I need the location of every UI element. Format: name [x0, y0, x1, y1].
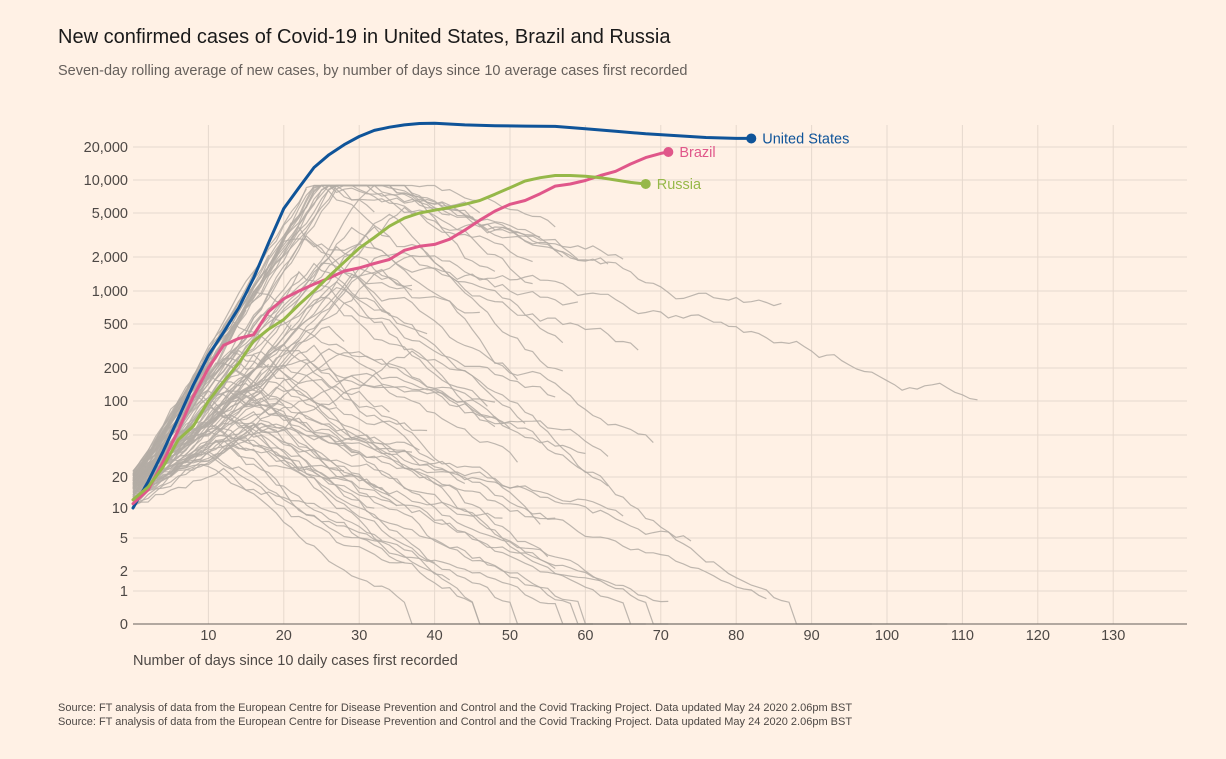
series-endpoint-russia — [640, 178, 651, 189]
series-label-brazil: Brazil — [679, 145, 715, 161]
background-country-line — [132, 424, 503, 519]
y-tick-label: 20 — [112, 470, 128, 486]
background-country-line — [132, 296, 488, 482]
x-tick-label: 110 — [951, 628, 974, 644]
background-country-line — [132, 235, 654, 475]
background-country-line — [132, 391, 262, 503]
x-tick-label: 20 — [276, 628, 292, 644]
x-axis-label: Number of days since 10 daily cases firs… — [133, 653, 458, 669]
background-country-line — [132, 430, 247, 484]
y-tick-label: 100 — [104, 394, 128, 410]
chart-title: New confirmed cases of Covid-19 in Unite… — [58, 26, 671, 48]
y-tick-label: 0 — [120, 617, 128, 633]
background-country-line — [132, 206, 782, 494]
y-tick-label: 20,000 — [84, 140, 128, 156]
y-tick-label: 5 — [120, 531, 128, 547]
x-tick-label: 90 — [804, 628, 820, 644]
y-tick-label: 10,000 — [84, 173, 128, 189]
background-country-line — [132, 184, 367, 486]
x-tick-label: 120 — [1026, 628, 1050, 644]
background-country-line — [132, 251, 639, 481]
highlight-series — [131, 121, 757, 510]
y-tick-label: 1 — [120, 584, 128, 600]
source-note-duplicate: Source: FT analysis of data from the Eur… — [58, 716, 853, 728]
background-country-line — [132, 428, 593, 625]
background-country-line — [132, 254, 579, 493]
grid-lines — [133, 125, 1187, 624]
background-country-line — [132, 238, 978, 490]
background-country-line — [132, 423, 390, 497]
background-country-lines — [132, 184, 978, 625]
x-tick-label: 30 — [351, 628, 367, 644]
background-country-line — [132, 422, 435, 564]
x-tick-label: 50 — [502, 628, 518, 644]
background-country-line — [132, 350, 526, 484]
background-country-line — [132, 411, 669, 603]
y-tick-label: 10 — [112, 501, 128, 517]
series-endpoint-united-states — [746, 133, 757, 144]
series-labels: United States Brazil Russia — [657, 131, 850, 193]
series-line-united-states — [131, 121, 753, 510]
x-tick-label: 80 — [728, 628, 744, 644]
x-tick-label: 60 — [577, 628, 593, 644]
series-label-russia: Russia — [657, 177, 702, 193]
x-tick-label: 130 — [1101, 628, 1125, 644]
x-tick-label: 10 — [200, 628, 216, 644]
background-country-line — [132, 421, 451, 581]
background-country-line — [132, 422, 420, 482]
x-tick-labels: 10 20 30 40 50 60 70 80 90 100 110 120 130 — [200, 628, 1125, 644]
y-tick-labels: 0 1 2 5 10 20 50 100 200 500 1,000 2,000 5,000 10,000… — [84, 140, 128, 633]
y-tick-label: 200 — [104, 361, 128, 377]
background-country-line — [132, 351, 586, 493]
y-tick-label: 1,000 — [92, 284, 128, 300]
series-label-united-states: United States — [762, 131, 849, 147]
y-tick-label: 50 — [112, 428, 128, 444]
chart-subtitle: Seven-day rolling average of new cases, … — [58, 63, 688, 79]
background-country-line — [132, 348, 609, 488]
background-country-line — [132, 439, 593, 625]
x-tick-label: 40 — [427, 628, 443, 644]
line-chart: 0 1 2 5 10 20 50 100 200 500 1,000 2,000 5,000 10,000… — [84, 121, 1187, 669]
background-country-line — [132, 184, 533, 488]
source-note: Source: FT analysis of data from the Eur… — [58, 702, 853, 714]
background-country-line — [132, 444, 398, 507]
background-country-line — [132, 343, 541, 525]
series-line-russia — [131, 174, 648, 502]
y-tick-label: 2 — [120, 564, 128, 580]
background-country-line — [132, 286, 428, 487]
series-endpoint-brazil — [663, 147, 674, 158]
y-tick-label: 5,000 — [92, 206, 128, 222]
x-tick-label: 100 — [875, 628, 899, 644]
background-country-line — [132, 438, 669, 625]
series-line-brazil — [131, 150, 670, 506]
y-tick-label: 2,000 — [92, 250, 128, 266]
background-country-line — [132, 226, 518, 491]
background-country-line — [132, 184, 337, 474]
y-tick-label: 500 — [104, 317, 128, 333]
background-country-line — [132, 267, 480, 501]
x-tick-label: 70 — [653, 628, 669, 644]
